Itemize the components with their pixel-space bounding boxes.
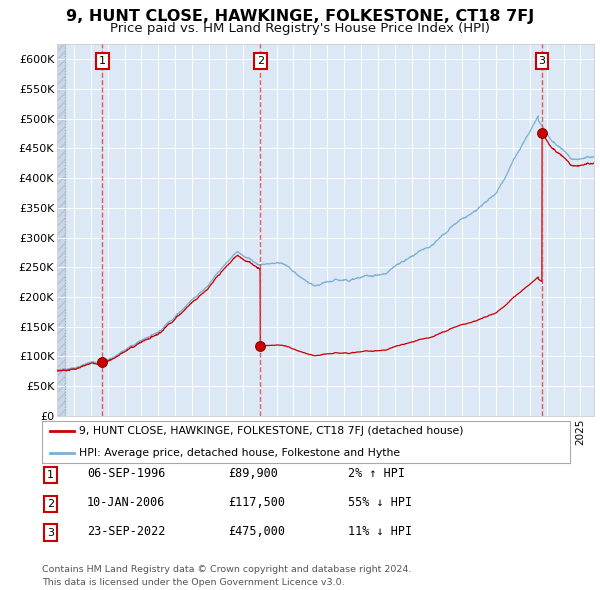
Text: 2: 2 — [257, 56, 264, 66]
Text: Price paid vs. HM Land Registry's House Price Index (HPI): Price paid vs. HM Land Registry's House … — [110, 22, 490, 35]
Text: 1: 1 — [99, 56, 106, 66]
Bar — [57, 44, 65, 416]
Text: 23-SEP-2022: 23-SEP-2022 — [87, 525, 166, 538]
Text: Contains HM Land Registry data © Crown copyright and database right 2024.
This d: Contains HM Land Registry data © Crown c… — [42, 565, 412, 587]
Text: 06-SEP-1996: 06-SEP-1996 — [87, 467, 166, 480]
Text: 2% ↑ HPI: 2% ↑ HPI — [348, 467, 405, 480]
Text: £475,000: £475,000 — [228, 525, 285, 538]
Text: 3: 3 — [47, 528, 54, 537]
Text: 2: 2 — [47, 499, 54, 509]
Text: 3: 3 — [539, 56, 545, 66]
Text: £117,500: £117,500 — [228, 496, 285, 509]
Text: 1: 1 — [47, 470, 54, 480]
Text: £89,900: £89,900 — [228, 467, 278, 480]
Text: 55% ↓ HPI: 55% ↓ HPI — [348, 496, 412, 509]
Text: 9, HUNT CLOSE, HAWKINGE, FOLKESTONE, CT18 7FJ: 9, HUNT CLOSE, HAWKINGE, FOLKESTONE, CT1… — [66, 9, 534, 24]
Text: 10-JAN-2006: 10-JAN-2006 — [87, 496, 166, 509]
Text: 9, HUNT CLOSE, HAWKINGE, FOLKESTONE, CT18 7FJ (detached house): 9, HUNT CLOSE, HAWKINGE, FOLKESTONE, CT1… — [79, 427, 463, 436]
Text: 11% ↓ HPI: 11% ↓ HPI — [348, 525, 412, 538]
Text: HPI: Average price, detached house, Folkestone and Hythe: HPI: Average price, detached house, Folk… — [79, 448, 400, 457]
